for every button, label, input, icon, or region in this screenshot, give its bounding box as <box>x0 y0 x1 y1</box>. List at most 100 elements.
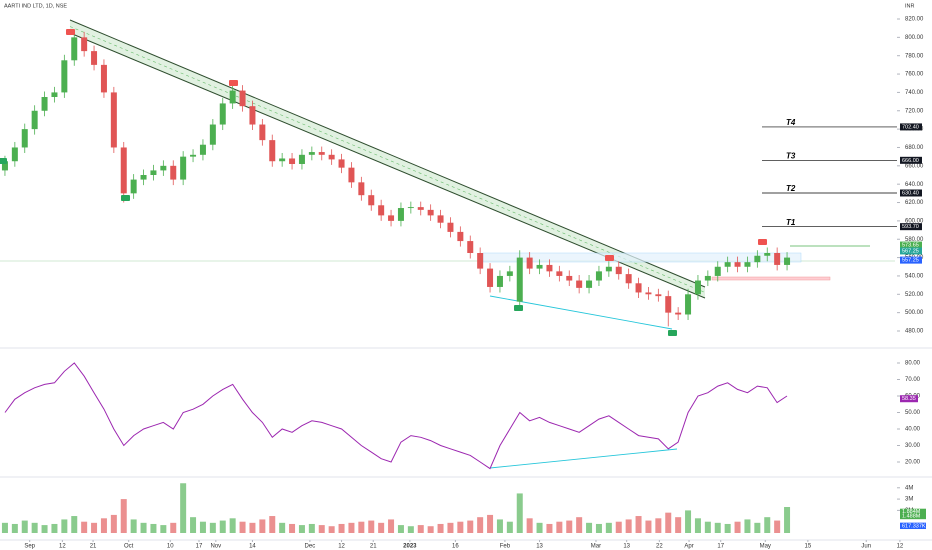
x-tick-label: 17 <box>196 544 203 550</box>
candle-body <box>774 253 781 265</box>
volume-bar <box>427 526 434 533</box>
volume-bar <box>764 517 771 533</box>
volume-bar <box>546 523 553 533</box>
target-name: T2 <box>786 184 796 193</box>
y-tick-label: 780.00 <box>905 53 924 59</box>
x-tick-label: 22 <box>656 544 663 550</box>
volume-bar <box>675 517 682 533</box>
candle-body <box>279 158 286 162</box>
candle-body <box>586 280 593 288</box>
candle-body <box>427 209 434 216</box>
marks <box>1 30 791 533</box>
candle-body <box>704 275 711 281</box>
volume-bar <box>130 519 137 533</box>
candle-body <box>11 147 18 162</box>
candle-body <box>269 140 276 162</box>
x-tick-label: 21 <box>370 544 377 550</box>
target-label: 630.40 <box>902 190 919 196</box>
price-tag <box>900 241 922 249</box>
volume-label: 1.488M <box>902 514 921 520</box>
volume-bar <box>279 522 286 533</box>
x-tick-label: Jun <box>861 544 871 550</box>
volume-bar <box>51 523 58 533</box>
candle-body <box>229 90 236 104</box>
volume-bar <box>41 525 48 533</box>
x-tick-label: 16 <box>452 544 459 550</box>
target-tag <box>900 223 922 231</box>
volume-bar <box>180 483 187 533</box>
candle-body <box>298 154 305 164</box>
volume-bar <box>774 520 781 533</box>
volume-bar <box>11 523 18 533</box>
volume-bar <box>447 522 454 533</box>
volume-bar <box>556 521 563 533</box>
chart-title: AARTI IND LTD, 1D, NSE <box>4 3 67 9</box>
y-tick-label: 660.00 <box>905 163 924 169</box>
rsi-line <box>4 362 788 470</box>
candle-body <box>734 262 741 267</box>
volume-bar <box>209 522 216 533</box>
y-tick-label: 540.00 <box>905 274 924 280</box>
volume-bar <box>81 521 88 533</box>
candle-body <box>496 275 503 287</box>
divergence-line <box>489 448 678 469</box>
rsi-tag <box>900 395 918 403</box>
target-label: 593.70 <box>902 224 919 230</box>
volume-bar <box>536 522 543 533</box>
price-label: 567.25 <box>902 248 919 254</box>
x-tick-label: 13 <box>623 544 630 550</box>
candle-body <box>289 158 296 164</box>
volume-bar <box>605 522 612 533</box>
volume-bar <box>417 525 424 533</box>
candle-body <box>526 257 533 269</box>
candle-body <box>259 124 266 141</box>
price-label: 573.65 <box>902 243 919 249</box>
volume-tick-label: 3M <box>905 497 913 503</box>
candle-body <box>368 195 375 206</box>
volume-bar <box>61 519 68 533</box>
rsi-tick-label: 80.00 <box>905 361 921 367</box>
candle-body <box>249 106 256 125</box>
candle-body <box>397 208 404 221</box>
candle-body <box>645 292 652 295</box>
volume-bar <box>506 521 513 533</box>
x-tick-label: Nov <box>210 544 221 550</box>
candle-body <box>784 257 791 265</box>
x-tick-label: 17 <box>717 544 724 550</box>
buy-flag <box>0 158 7 164</box>
candle-body <box>724 262 731 267</box>
x-tick-label: 14 <box>249 544 256 550</box>
volume-bar <box>724 523 731 533</box>
volume-bar <box>397 525 404 533</box>
candle-body <box>308 152 315 155</box>
candle-body <box>417 207 424 210</box>
target-label: 702.40 <box>902 124 919 130</box>
candle-body <box>91 51 98 65</box>
volume-bar <box>269 516 276 533</box>
y-tick-label: 580.00 <box>905 237 924 243</box>
candle-body <box>536 264 543 269</box>
volume-bar <box>289 523 296 533</box>
rsi-tick-label: 70.00 <box>905 377 921 383</box>
volume-bar <box>388 519 395 533</box>
volume-bar <box>318 525 325 533</box>
y-tick-label: 720.00 <box>905 108 924 114</box>
volume-tag <box>900 513 926 520</box>
x-tick-label: Apr <box>684 544 693 550</box>
volume-bar <box>358 521 365 533</box>
volume-bar <box>437 523 444 533</box>
volume-bar <box>150 523 157 533</box>
y-tick-label: 520.00 <box>905 292 924 298</box>
candle-body <box>595 271 602 281</box>
candle-body <box>318 152 325 155</box>
rsi-tick-label: 20.00 <box>905 460 921 466</box>
candle-body <box>457 231 464 242</box>
volume-tag <box>900 523 926 530</box>
candle-body <box>170 165 177 180</box>
candle-body <box>566 275 573 281</box>
candle-body <box>190 154 197 157</box>
candle-body <box>467 241 474 253</box>
target-name: T1 <box>786 218 796 227</box>
candle-body <box>348 167 355 183</box>
price-label: 557.25 <box>902 258 919 264</box>
